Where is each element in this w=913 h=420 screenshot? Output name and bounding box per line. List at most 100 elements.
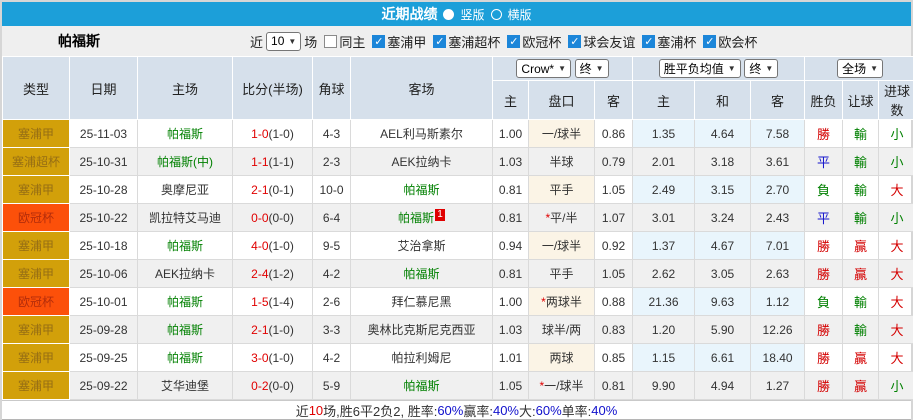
- col-header-date: 日期: [70, 57, 138, 120]
- handicap-away-odds: 0.86: [595, 120, 633, 148]
- summary-odd-rate: 40%: [591, 403, 617, 418]
- home-team[interactable]: 帕福斯: [138, 288, 233, 316]
- handicap-final-select[interactable]: 终 ▼: [575, 59, 609, 78]
- corner-score: 2-6: [313, 288, 351, 316]
- result-handicap: 贏: [843, 372, 879, 400]
- away-team[interactable]: 奥林比克斯尼克西亚: [351, 316, 493, 344]
- handicap-line: 一/球半: [529, 120, 595, 148]
- filter-same-home[interactable]: 同主: [324, 32, 365, 51]
- scope-select[interactable]: 全场 ▼: [837, 59, 883, 78]
- layout-vertical-label[interactable]: 竖版: [460, 6, 484, 23]
- score[interactable]: 2-1(0-1): [233, 176, 313, 204]
- layout-horizontal-label[interactable]: 横版: [508, 6, 532, 23]
- layout-horizontal-radio[interactable]: [491, 9, 502, 20]
- corner-score: 4-3: [313, 120, 351, 148]
- result-handicap: 輸: [843, 148, 879, 176]
- avg-home-odds: 1.35: [633, 120, 695, 148]
- result-wdl: 勝: [805, 372, 843, 400]
- score[interactable]: 4-0(1-0): [233, 232, 313, 260]
- league-type: 塞浦甲: [3, 344, 70, 372]
- score[interactable]: 0-0(0-0): [233, 204, 313, 232]
- home-team[interactable]: 帕福斯(中): [138, 148, 233, 176]
- away-team[interactable]: AEK拉纳卡: [351, 148, 493, 176]
- score[interactable]: 3-0(1-0): [233, 344, 313, 372]
- filter-league-3[interactable]: 欧冠杯: [507, 32, 561, 51]
- layout-vertical-radio[interactable]: [443, 9, 454, 20]
- avg-away-odds: 2.70: [751, 176, 805, 204]
- score[interactable]: 2-4(1-2): [233, 260, 313, 288]
- avg-type-select[interactable]: 胜平负均值 ▼: [659, 59, 741, 78]
- away-team[interactable]: 帕拉利姆尼: [351, 344, 493, 372]
- table-row: 欧冠杯 25-10-01 帕福斯 1-5(1-4) 2-6 拜仁慕尼黑 1.00…: [3, 288, 913, 316]
- summary-label: 赢率:: [463, 401, 493, 420]
- bookmaker-select[interactable]: Crow* ▼: [516, 59, 571, 78]
- filter-league-4[interactable]: 球会友谊: [568, 32, 635, 51]
- result-handicap: 贏: [843, 260, 879, 288]
- score[interactable]: 0-2(0-0): [233, 372, 313, 400]
- home-team[interactable]: 艾华迪堡: [138, 372, 233, 400]
- avg-home-odds: 1.15: [633, 344, 695, 372]
- score[interactable]: 1-0(1-0): [233, 120, 313, 148]
- result-handicap: 贏: [843, 232, 879, 260]
- result-wdl: 勝: [805, 120, 843, 148]
- home-team[interactable]: AEK拉纳卡: [138, 260, 233, 288]
- checkbox-league-5[interactable]: [642, 35, 655, 48]
- col-header-goals: 进球数: [879, 81, 913, 120]
- handicap-line: 半球: [529, 148, 595, 176]
- away-team[interactable]: AEL利马斯素尔: [351, 120, 493, 148]
- home-team[interactable]: 凯拉特艾马迪: [138, 204, 233, 232]
- checkbox-league-4[interactable]: [568, 35, 581, 48]
- score[interactable]: 2-1(1-0): [233, 316, 313, 344]
- filter-league-2[interactable]: 塞浦超杯: [433, 32, 500, 51]
- home-team[interactable]: 奥摩尼亚: [138, 176, 233, 204]
- checkbox-league-2[interactable]: [433, 35, 446, 48]
- result-goals: 大: [879, 260, 913, 288]
- away-team[interactable]: 帕福斯: [351, 260, 493, 288]
- result-goals: 小: [879, 148, 913, 176]
- result-goals: 大: [879, 344, 913, 372]
- home-team[interactable]: 帕福斯: [138, 316, 233, 344]
- handicap-line: *两球半: [529, 288, 595, 316]
- match-date: 25-10-31: [70, 148, 138, 176]
- match-date: 25-10-06: [70, 260, 138, 288]
- col-header-home: 主场: [138, 57, 233, 120]
- avg-draw-odds: 3.24: [695, 204, 751, 232]
- avg-draw-odds: 3.05: [695, 260, 751, 288]
- avg-final-select[interactable]: 终 ▼: [744, 59, 778, 78]
- result-goals: 小: [879, 120, 913, 148]
- home-team[interactable]: 帕福斯: [138, 120, 233, 148]
- home-team-name: 帕福斯: [167, 351, 203, 365]
- away-team[interactable]: 艾治拿斯: [351, 232, 493, 260]
- avg-away-odds: 2.63: [751, 260, 805, 288]
- result-wdl: 勝: [805, 316, 843, 344]
- home-team-name: 奥摩尼亚: [161, 183, 209, 197]
- match-count-select[interactable]: 10 ▼: [266, 32, 301, 51]
- filter-league-6[interactable]: 欧会杯: [703, 32, 757, 51]
- near-label: 近: [250, 32, 263, 51]
- league-type: 欧冠杯: [3, 204, 70, 232]
- result-handicap: 輸: [843, 288, 879, 316]
- checkbox-same-home[interactable]: [324, 35, 337, 48]
- chevron-down-icon: ▼: [728, 64, 736, 73]
- result-handicap: 輸: [843, 176, 879, 204]
- handicap-home-odds: 1.03: [493, 316, 529, 344]
- checkbox-league-6[interactable]: [703, 35, 716, 48]
- checkbox-league-3[interactable]: [507, 35, 520, 48]
- score[interactable]: 1-1(1-1): [233, 148, 313, 176]
- away-team[interactable]: 帕福斯: [351, 372, 493, 400]
- away-team[interactable]: 帕福斯: [351, 176, 493, 204]
- avg-away-odds: 1.27: [751, 372, 805, 400]
- home-team[interactable]: 帕福斯: [138, 232, 233, 260]
- home-team-name: 帕福斯: [167, 127, 203, 141]
- filter-league-5[interactable]: 塞浦杯: [642, 32, 696, 51]
- avg-home-odds: 9.90: [633, 372, 695, 400]
- home-team-name: 帕福斯(中): [157, 155, 213, 169]
- score[interactable]: 1-5(1-4): [233, 288, 313, 316]
- home-team[interactable]: 帕福斯: [138, 344, 233, 372]
- filter-league-1[interactable]: 塞浦甲: [372, 32, 426, 51]
- handicap-line: *平/半: [529, 204, 595, 232]
- avg-draw-odds: 6.61: [695, 344, 751, 372]
- checkbox-league-1[interactable]: [372, 35, 385, 48]
- away-team[interactable]: 拜仁慕尼黑: [351, 288, 493, 316]
